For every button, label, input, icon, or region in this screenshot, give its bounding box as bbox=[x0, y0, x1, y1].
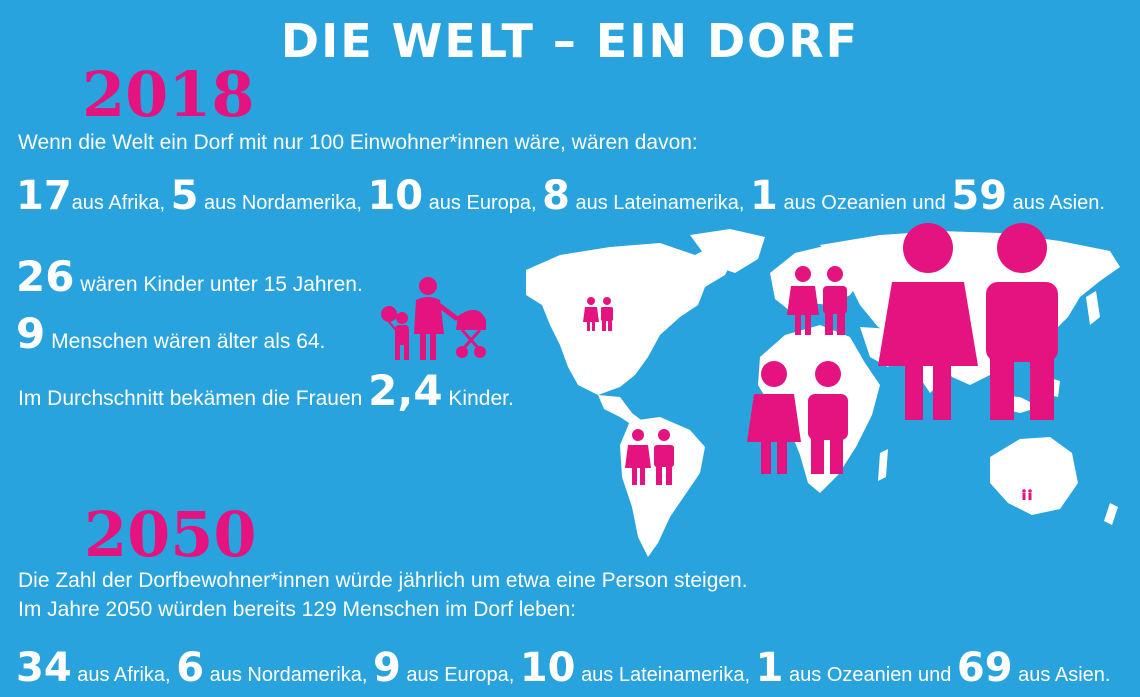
region-label: aus Afrika, bbox=[71, 192, 166, 214]
region-value: 1 bbox=[755, 645, 784, 691]
fertility-line: Im Durchschnitt bekämen die Frauen 2,4 K… bbox=[18, 370, 514, 412]
region-label: aus Lateinamerika, bbox=[581, 664, 751, 686]
region-value: 10 bbox=[367, 173, 424, 219]
couple-icon-oceania bbox=[1022, 489, 1032, 500]
region-label: aus Europa, bbox=[406, 664, 515, 686]
region-value: 17 bbox=[16, 173, 72, 219]
region-value: 5 bbox=[170, 173, 199, 219]
children-value: 26 bbox=[16, 252, 75, 301]
region-value: 59 bbox=[951, 173, 1008, 219]
population-2050-text: Im Jahre 2050 würden bereits 129 Mensche… bbox=[18, 598, 576, 621]
elderly-line: 9 Menschen wären älter als 64. bbox=[16, 313, 325, 355]
region-label: aus Asien. bbox=[1018, 664, 1111, 686]
region-label: aus Nordamerika, bbox=[209, 664, 368, 686]
region-value: 6 bbox=[176, 645, 205, 691]
region-label: aus Nordamerika, bbox=[204, 192, 362, 214]
page-title: DIE WELT – EIN DORF bbox=[280, 14, 860, 68]
couple-icon-north-america bbox=[583, 297, 613, 331]
couple-icon-asia bbox=[878, 223, 1058, 420]
children-text: wären Kinder unter 15 Jahren. bbox=[80, 273, 363, 296]
elderly-value: 9 bbox=[16, 309, 46, 358]
region-value: 10 bbox=[519, 645, 576, 691]
region-value: 9 bbox=[373, 645, 401, 691]
couple-icon-africa bbox=[747, 361, 848, 474]
year-2018-heading: 2018 bbox=[82, 58, 255, 131]
growth-text: Die Zahl der Dorfbewohner*innen würde jä… bbox=[18, 569, 748, 592]
region-label: aus Lateinamerika, bbox=[575, 192, 745, 214]
family-icon bbox=[381, 277, 486, 360]
region-value: 1 bbox=[750, 173, 778, 219]
region-label: aus Ozeanien und bbox=[789, 664, 952, 686]
regions-2050-row: 34 aus Afrika, 6 aus Nordamerika, 9 aus … bbox=[16, 648, 1110, 688]
fertility-suffix: Kinder. bbox=[448, 387, 514, 410]
region-label: aus Ozeanien und bbox=[783, 192, 946, 214]
region-value: 8 bbox=[542, 173, 570, 219]
year-2050-heading: 2050 bbox=[84, 498, 257, 571]
region-value: 34 bbox=[16, 645, 72, 691]
couple-icon-south-america bbox=[625, 429, 674, 485]
fertility-prefix: Im Durchschnitt bekämen die Frauen bbox=[18, 387, 363, 410]
couple-icon-europe bbox=[787, 266, 847, 335]
region-label: aus Europa, bbox=[428, 192, 537, 214]
elderly-text: Menschen wären älter als 64. bbox=[51, 330, 326, 353]
children-line: 26 wären Kinder unter 15 Jahren. bbox=[16, 256, 363, 298]
region-label: aus Asien. bbox=[1012, 192, 1105, 214]
region-value: 69 bbox=[956, 645, 1013, 691]
regions-2018-row: 17aus Afrika, 5 aus Nordamerika, 10 aus … bbox=[16, 176, 1105, 216]
fertility-value: 2,4 bbox=[368, 366, 443, 415]
region-label: aus Afrika, bbox=[77, 664, 171, 686]
intro-2018: Wenn die Welt ein Dorf mit nur 100 Einwo… bbox=[18, 131, 698, 154]
